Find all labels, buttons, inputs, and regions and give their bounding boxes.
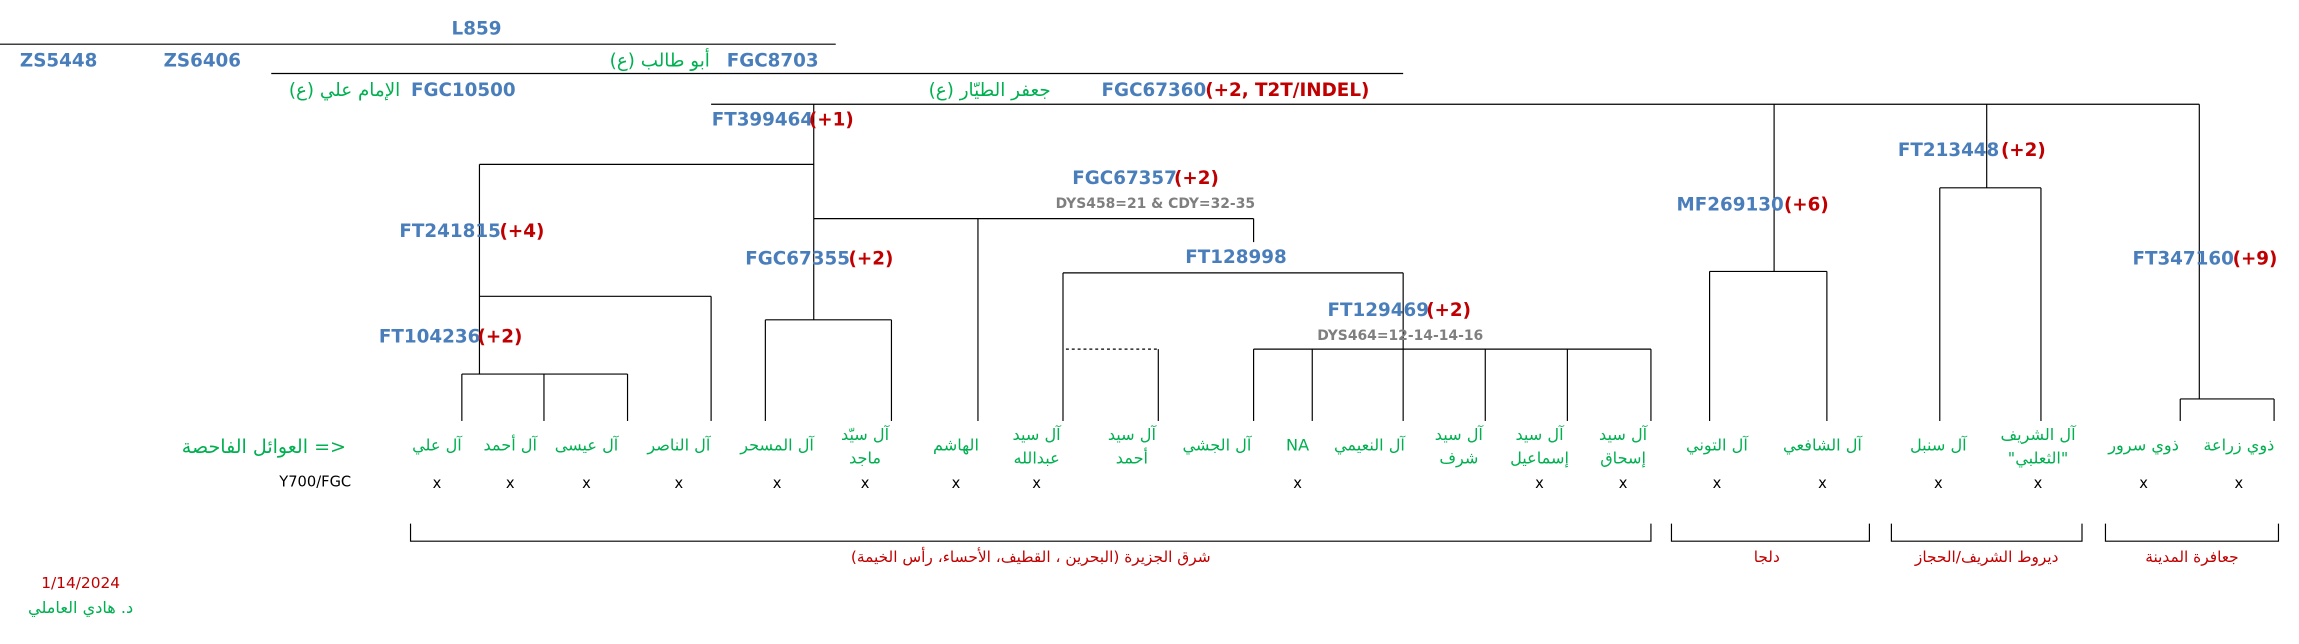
tested-mark: x [952, 475, 961, 492]
mutations: (+6) [1784, 194, 1829, 215]
author: د. هادي العاملي [28, 598, 133, 618]
family-name: أحمد [1116, 448, 1148, 468]
haplogroup-id: FT104236 [379, 326, 480, 347]
haplogroup-id: FT241815 [399, 221, 500, 242]
families-label: العوائل الفاحصة => [182, 436, 346, 458]
tested-mark: x [861, 475, 870, 492]
tested-mark: x [1535, 475, 1544, 492]
tested-mark: x [1619, 475, 1628, 492]
tested-mark: x [675, 475, 684, 492]
tree-lines [0, 43, 2280, 542]
mutations: (+4) [500, 221, 545, 242]
tested-mark: x [1293, 475, 1302, 492]
mutations: (+2) [1426, 300, 1471, 321]
ancestor-name: الإمام علي (ع) [289, 80, 400, 101]
haplogroup-id: FT399464 [712, 109, 813, 130]
family-name: إسحاق [1600, 449, 1646, 468]
haplogroup-id: FGC67360 [1102, 80, 1207, 101]
family-name: NA [1286, 435, 1309, 454]
family-name: آل سيّد [841, 425, 891, 444]
mutations: (+2) [478, 326, 523, 347]
date: 1/14/2024 [41, 574, 120, 592]
tested-mark: x [2235, 475, 2244, 492]
tested-mark: x [2139, 475, 2148, 492]
family-name: آل سيد [1013, 425, 1063, 444]
haplogroup-id: FT347160 [2132, 249, 2233, 270]
haplogroup-id: ZS6406 [164, 51, 241, 72]
haplogroup-id: FT129469 [1328, 300, 1429, 321]
region-label: جعافرة المدينة [2145, 548, 2238, 566]
tested-mark: x [1032, 475, 1041, 492]
tested-mark: x [582, 475, 591, 492]
family-name: آل التوني [1686, 435, 1749, 455]
family-name: ماجد [849, 449, 881, 468]
family-name: الهاشم [933, 435, 979, 455]
family-name: آل الشريف [2000, 425, 2077, 445]
haplogroup-id: ZS5448 [20, 51, 97, 72]
haplogroup-id: FGC67355 [745, 249, 850, 270]
family-name: آل عيسى [555, 435, 620, 454]
ancestor-name: جعفر الطيّار (ع) [929, 80, 1051, 101]
mutations: (+9) [2233, 249, 2278, 270]
family-name: آل الجشي [1182, 435, 1252, 455]
mutations: (+2, T2T/INDEL) [1205, 80, 1369, 101]
haplogroup-id: FGC8703 [727, 51, 819, 72]
tested-mark: x [1934, 475, 1943, 492]
test-label: Y700/FGC [278, 474, 351, 491]
region-label: ديروط الشريف/الحجاز [1914, 548, 2059, 566]
family-name: "الثعلبي" [2008, 449, 2068, 469]
tested-mark: x [2034, 475, 2043, 492]
mutations: (+2) [2001, 140, 2046, 161]
family-name: آل علي [412, 435, 463, 455]
family-name: آل أحمد [483, 434, 538, 454]
family-name: آل سيد [1435, 425, 1485, 444]
mutations: (+2) [849, 249, 894, 270]
haplogroup-id: L859 [452, 18, 502, 39]
family-name: آل سنبل [1910, 435, 1968, 454]
haplogroup-id: MF269130 [1677, 194, 1784, 215]
haplogroup-id: FGC10500 [411, 80, 516, 101]
family-name: آل سيد [1515, 425, 1565, 444]
tested-mark: x [773, 475, 782, 492]
str-note: DYS464=12-14-14-16 [1317, 328, 1483, 344]
tested-mark: x [506, 475, 515, 492]
family-name: آل الشافعي [1783, 435, 1863, 455]
region-label: شرق الجزيرة (البحرين ، القطيف، الأحساء، … [851, 547, 1211, 566]
haplogroup-id: FT213448 [1898, 140, 1999, 161]
family-name: آل المسحر [739, 435, 815, 455]
family-name: ذوي زراعة [2203, 435, 2274, 455]
mutations: (+1) [809, 109, 854, 130]
family-name: شرف [1439, 449, 1478, 469]
family-name: آل سيد [1108, 425, 1158, 444]
family-name: آل الناصر [646, 435, 712, 455]
mutations: (+2) [1174, 168, 1219, 189]
family-name: إسماعيل [1510, 449, 1569, 468]
ancestor-name: أبو طالب (ع) [610, 49, 710, 72]
tested-mark: x [433, 475, 442, 492]
tested-mark: x [1713, 475, 1722, 492]
family-name: عبدالله [1013, 449, 1059, 468]
family-name: ذوي سرور [2107, 435, 2179, 455]
family-name: آل النعيمي [1334, 435, 1406, 455]
str-note: DYS458=21 & CDY=32-35 [1056, 196, 1255, 212]
haplogroup-id: FGC67357 [1072, 168, 1177, 189]
tested-mark: x [1818, 475, 1827, 492]
family-name: آل سيد [1599, 425, 1649, 444]
region-label: دلجا [1754, 548, 1780, 566]
haplogroup-id: FT128998 [1185, 247, 1286, 268]
